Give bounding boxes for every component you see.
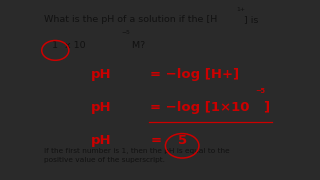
Text: −5: −5 — [256, 88, 266, 94]
Text: = −log [H+]: = −log [H+] — [150, 68, 239, 81]
Text: 1: 1 — [52, 40, 58, 50]
Text: M?: M? — [129, 40, 146, 50]
Text: pH: pH — [91, 134, 112, 147]
Text: = −log [1×10: = −log [1×10 — [150, 101, 250, 114]
Text: =: = — [150, 134, 161, 147]
Text: If the first number is 1, then the pH is equal to the
positive value of the supe: If the first number is 1, then the pH is… — [44, 148, 230, 163]
Text: 5: 5 — [178, 134, 187, 147]
Text: pH: pH — [91, 68, 112, 81]
Text: What is the pH of a solution if the [H: What is the pH of a solution if the [H — [44, 15, 218, 24]
Text: −5: −5 — [122, 30, 131, 35]
Text: x 10: x 10 — [65, 40, 86, 50]
Text: ] is: ] is — [244, 15, 258, 24]
Text: pH: pH — [91, 101, 112, 114]
Text: ]: ] — [263, 101, 270, 114]
Text: 1+: 1+ — [236, 7, 245, 12]
